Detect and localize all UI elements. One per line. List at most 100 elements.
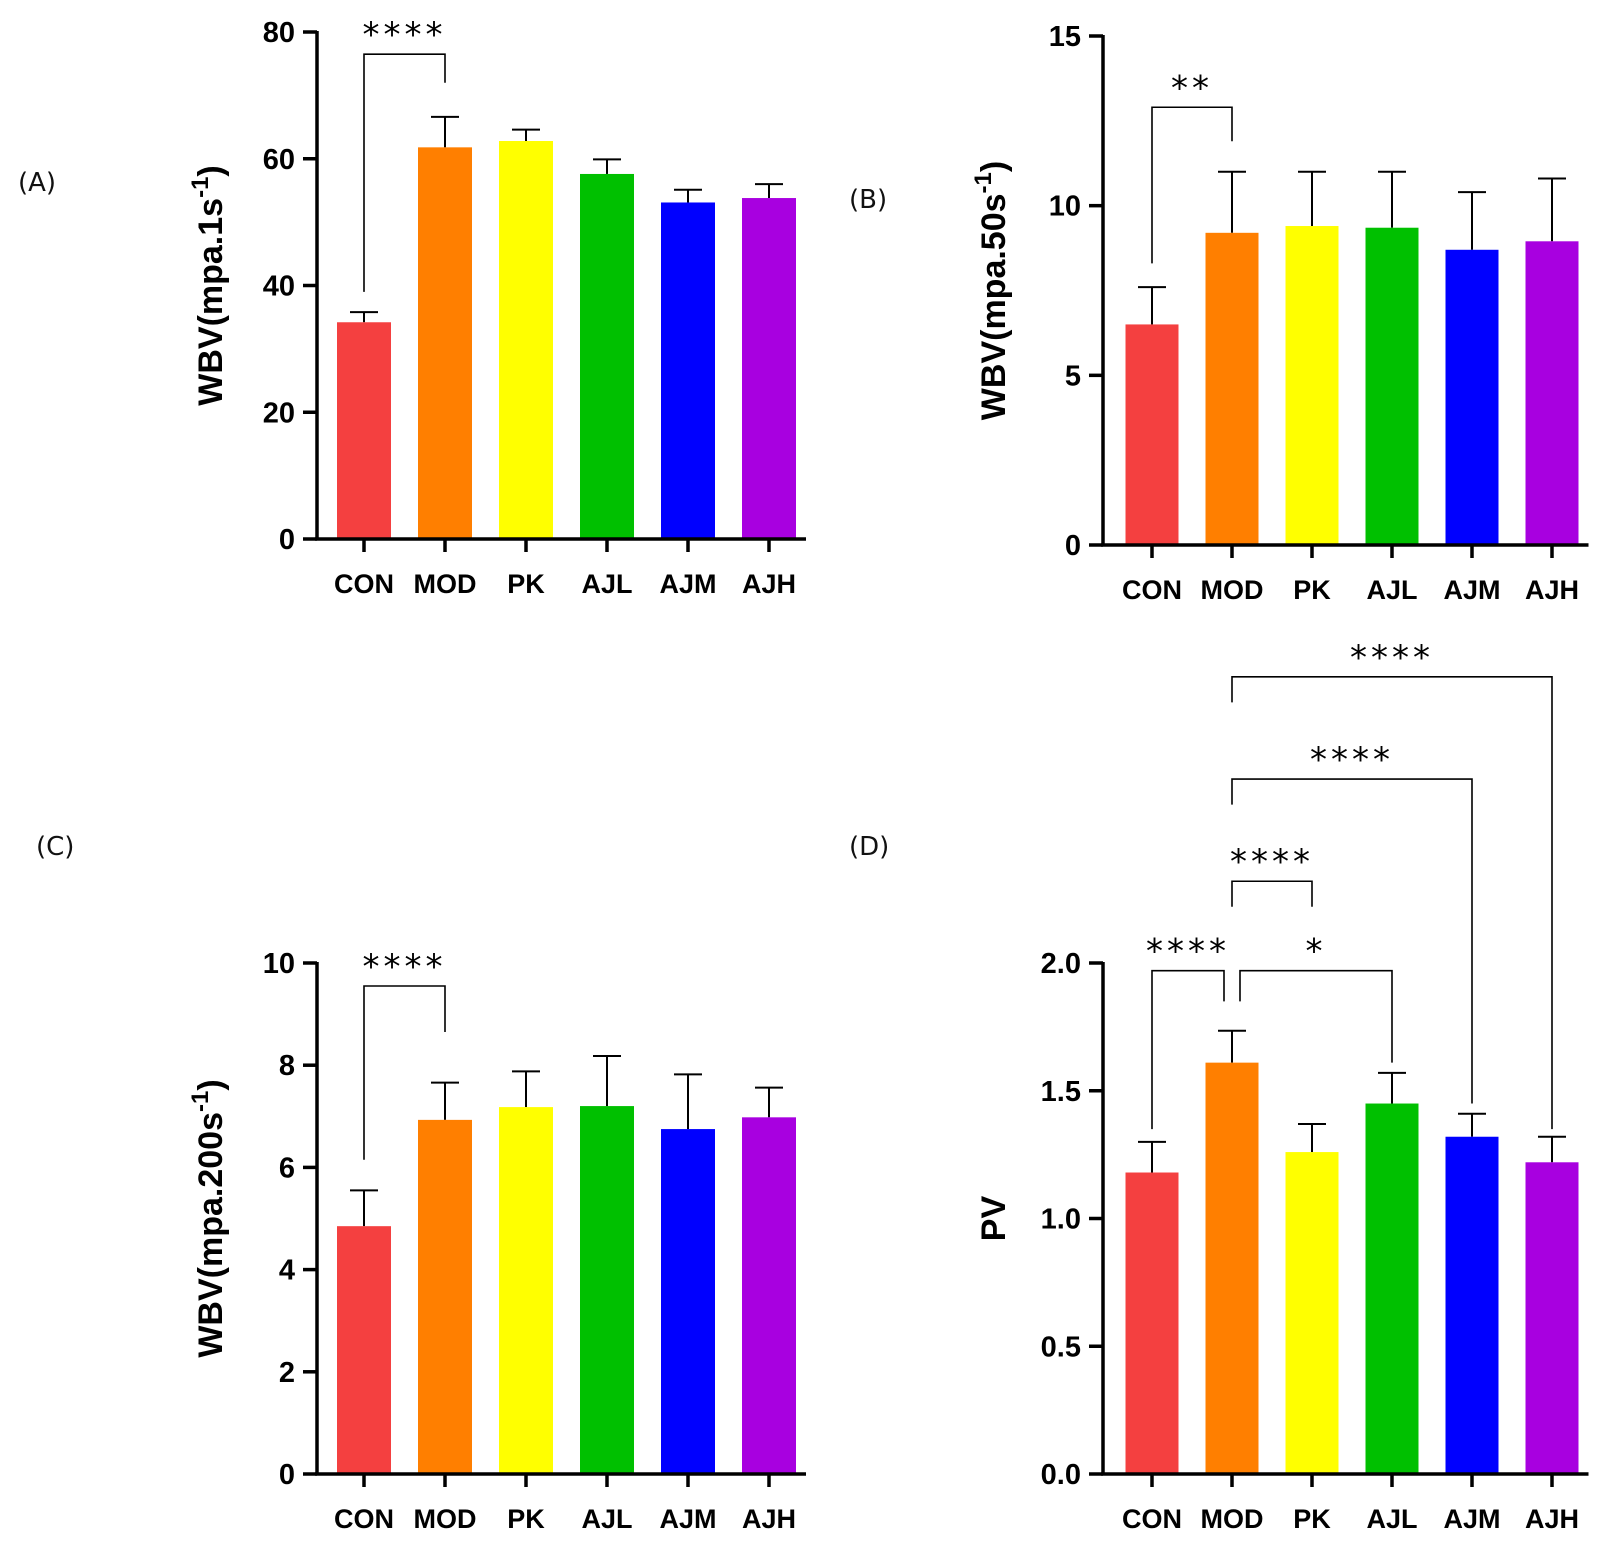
y-tick-label: 0 [279, 1459, 295, 1491]
bar-pk [499, 141, 553, 539]
bar-mod [418, 147, 472, 539]
x-tick-label: PK [1293, 575, 1331, 605]
x-tick-label: AJH [1525, 575, 1579, 605]
panel-label-c: (C) [36, 832, 75, 862]
bar-ajl [1365, 1103, 1419, 1474]
chart-c: 0 2 4 6 8 10 CON MOD PK AJL AJM AJH WBV(mpa.200s-1) *… [187, 947, 806, 1534]
y-axis-title-close: ) [192, 1079, 230, 1090]
y-tick-label: 2.0 [1041, 948, 1081, 980]
y-tick-label: 80 [263, 17, 295, 49]
y-axis-title: WBV(mpa.200s-1) [187, 1079, 230, 1357]
bar-ajl [1365, 227, 1419, 545]
y-axis-title-close: ) [192, 165, 230, 176]
significance-stars: **** [1310, 740, 1394, 780]
x-tick-label: AJL [1366, 1504, 1417, 1534]
x-tick-label: AJM [659, 569, 716, 599]
bar-con [337, 322, 391, 539]
y-axis-title-main: WBV(mpa.50s [975, 193, 1013, 420]
y-axis-title-sup: -1 [970, 172, 997, 193]
bar-ajm [1445, 249, 1499, 545]
significance-bracket [1151, 106, 1233, 264]
significance-bracket [1231, 676, 1553, 1130]
significance-stars: ** [1171, 68, 1213, 108]
significance-stars: **** [1230, 842, 1314, 882]
y-axis-title: PV [975, 1196, 1013, 1242]
significance-bracket [1231, 778, 1473, 1104]
x-tick-label: AJL [1366, 575, 1417, 605]
x-tick-label: AJL [581, 569, 632, 599]
significance-stars: **** [363, 15, 447, 55]
y-tick-label: 1.0 [1041, 1204, 1081, 1236]
bar-ajh [1525, 241, 1579, 545]
chart-a: 0 20 40 60 80 CON MOD PK AJL AJM AJH WBV(mpa.1s-1) *… [187, 15, 806, 599]
bar-ajl [580, 173, 634, 539]
x-tick-label: MOD [414, 1504, 477, 1534]
panel-label-d: (D) [849, 832, 890, 862]
y-tick-label: 10 [263, 948, 295, 980]
significance-stars: * [1306, 932, 1327, 972]
bar-mod [1205, 232, 1259, 545]
y-axis-title: WBV(mpa.50s-1) [970, 161, 1013, 420]
x-tick-label: AJH [1525, 1504, 1579, 1534]
x-tick-label: AJM [659, 1504, 716, 1534]
x-tick-label: MOD [1201, 575, 1264, 605]
x-tick-label: AJL [581, 1504, 632, 1534]
chart-b: 0 5 10 15 CON MOD PK AJL AJM AJH WBV(mpa.50s-1) ** [970, 21, 1589, 605]
x-tick-label: CON [1122, 1504, 1182, 1534]
x-tick-label: AJH [742, 569, 796, 599]
y-tick-label: 0 [1065, 530, 1081, 562]
x-tick-label: PK [1293, 1504, 1331, 1534]
significance-stars: **** [1146, 932, 1230, 972]
y-tick-label: 5 [1065, 360, 1081, 392]
y-axis-title-main: WBV(mpa.1s [192, 198, 230, 406]
bar-mod [418, 1119, 472, 1474]
x-tick-label: CON [1122, 575, 1182, 605]
y-tick-label: 1.5 [1041, 1076, 1081, 1108]
y-tick-label: 6 [279, 1152, 295, 1184]
significance-stars: **** [1350, 638, 1434, 678]
bar-pk [499, 1107, 553, 1474]
x-tick-label: PK [507, 1504, 545, 1534]
bar-pk [1285, 226, 1339, 545]
significance-bracket [1231, 880, 1313, 907]
x-tick-label: AJM [1443, 1504, 1500, 1534]
y-tick-label: 8 [279, 1050, 295, 1082]
y-axis-title-main: PV [975, 1196, 1013, 1242]
y-tick-label: 0.5 [1041, 1331, 1081, 1363]
bar-ajh [742, 198, 796, 540]
bar-con [1125, 1172, 1179, 1474]
significance-bracket [363, 53, 446, 292]
x-tick-label: MOD [414, 569, 477, 599]
y-tick-label: 60 [263, 144, 295, 176]
x-tick-label: CON [334, 1504, 394, 1534]
y-axis-title-sup: -1 [187, 1091, 214, 1112]
significance-bracket [1151, 969, 1225, 1130]
y-tick-label: 0.0 [1041, 1459, 1081, 1491]
y-axis-title-close: ) [975, 161, 1013, 172]
x-tick-label: MOD [1201, 1504, 1264, 1534]
panel-label-b: (B) [849, 185, 888, 215]
bar-ajm [661, 1129, 715, 1474]
x-tick-label: AJM [1443, 575, 1500, 605]
bar-ajh [1525, 1162, 1579, 1474]
significance-stars: **** [363, 947, 447, 987]
y-axis-title-main: WBV(mpa.200s [192, 1112, 230, 1358]
y-axis-title: WBV(mpa.1s-1) [187, 165, 230, 406]
panel-label-a: (A) [18, 168, 57, 198]
x-tick-label: AJH [742, 1504, 796, 1534]
y-tick-label: 2 [279, 1357, 295, 1389]
bar-con [337, 1226, 391, 1474]
bar-ajl [580, 1106, 634, 1474]
y-tick-label: 10 [1049, 191, 1081, 223]
y-tick-label: 20 [263, 397, 295, 429]
significance-bracket [363, 985, 446, 1160]
bar-mod [1205, 1062, 1259, 1474]
bar-ajm [1445, 1136, 1499, 1474]
x-tick-label: CON [334, 569, 394, 599]
bar-pk [1285, 1152, 1339, 1474]
significance-bracket [1239, 969, 1393, 1063]
y-tick-label: 40 [263, 271, 295, 303]
bar-ajm [661, 202, 715, 539]
